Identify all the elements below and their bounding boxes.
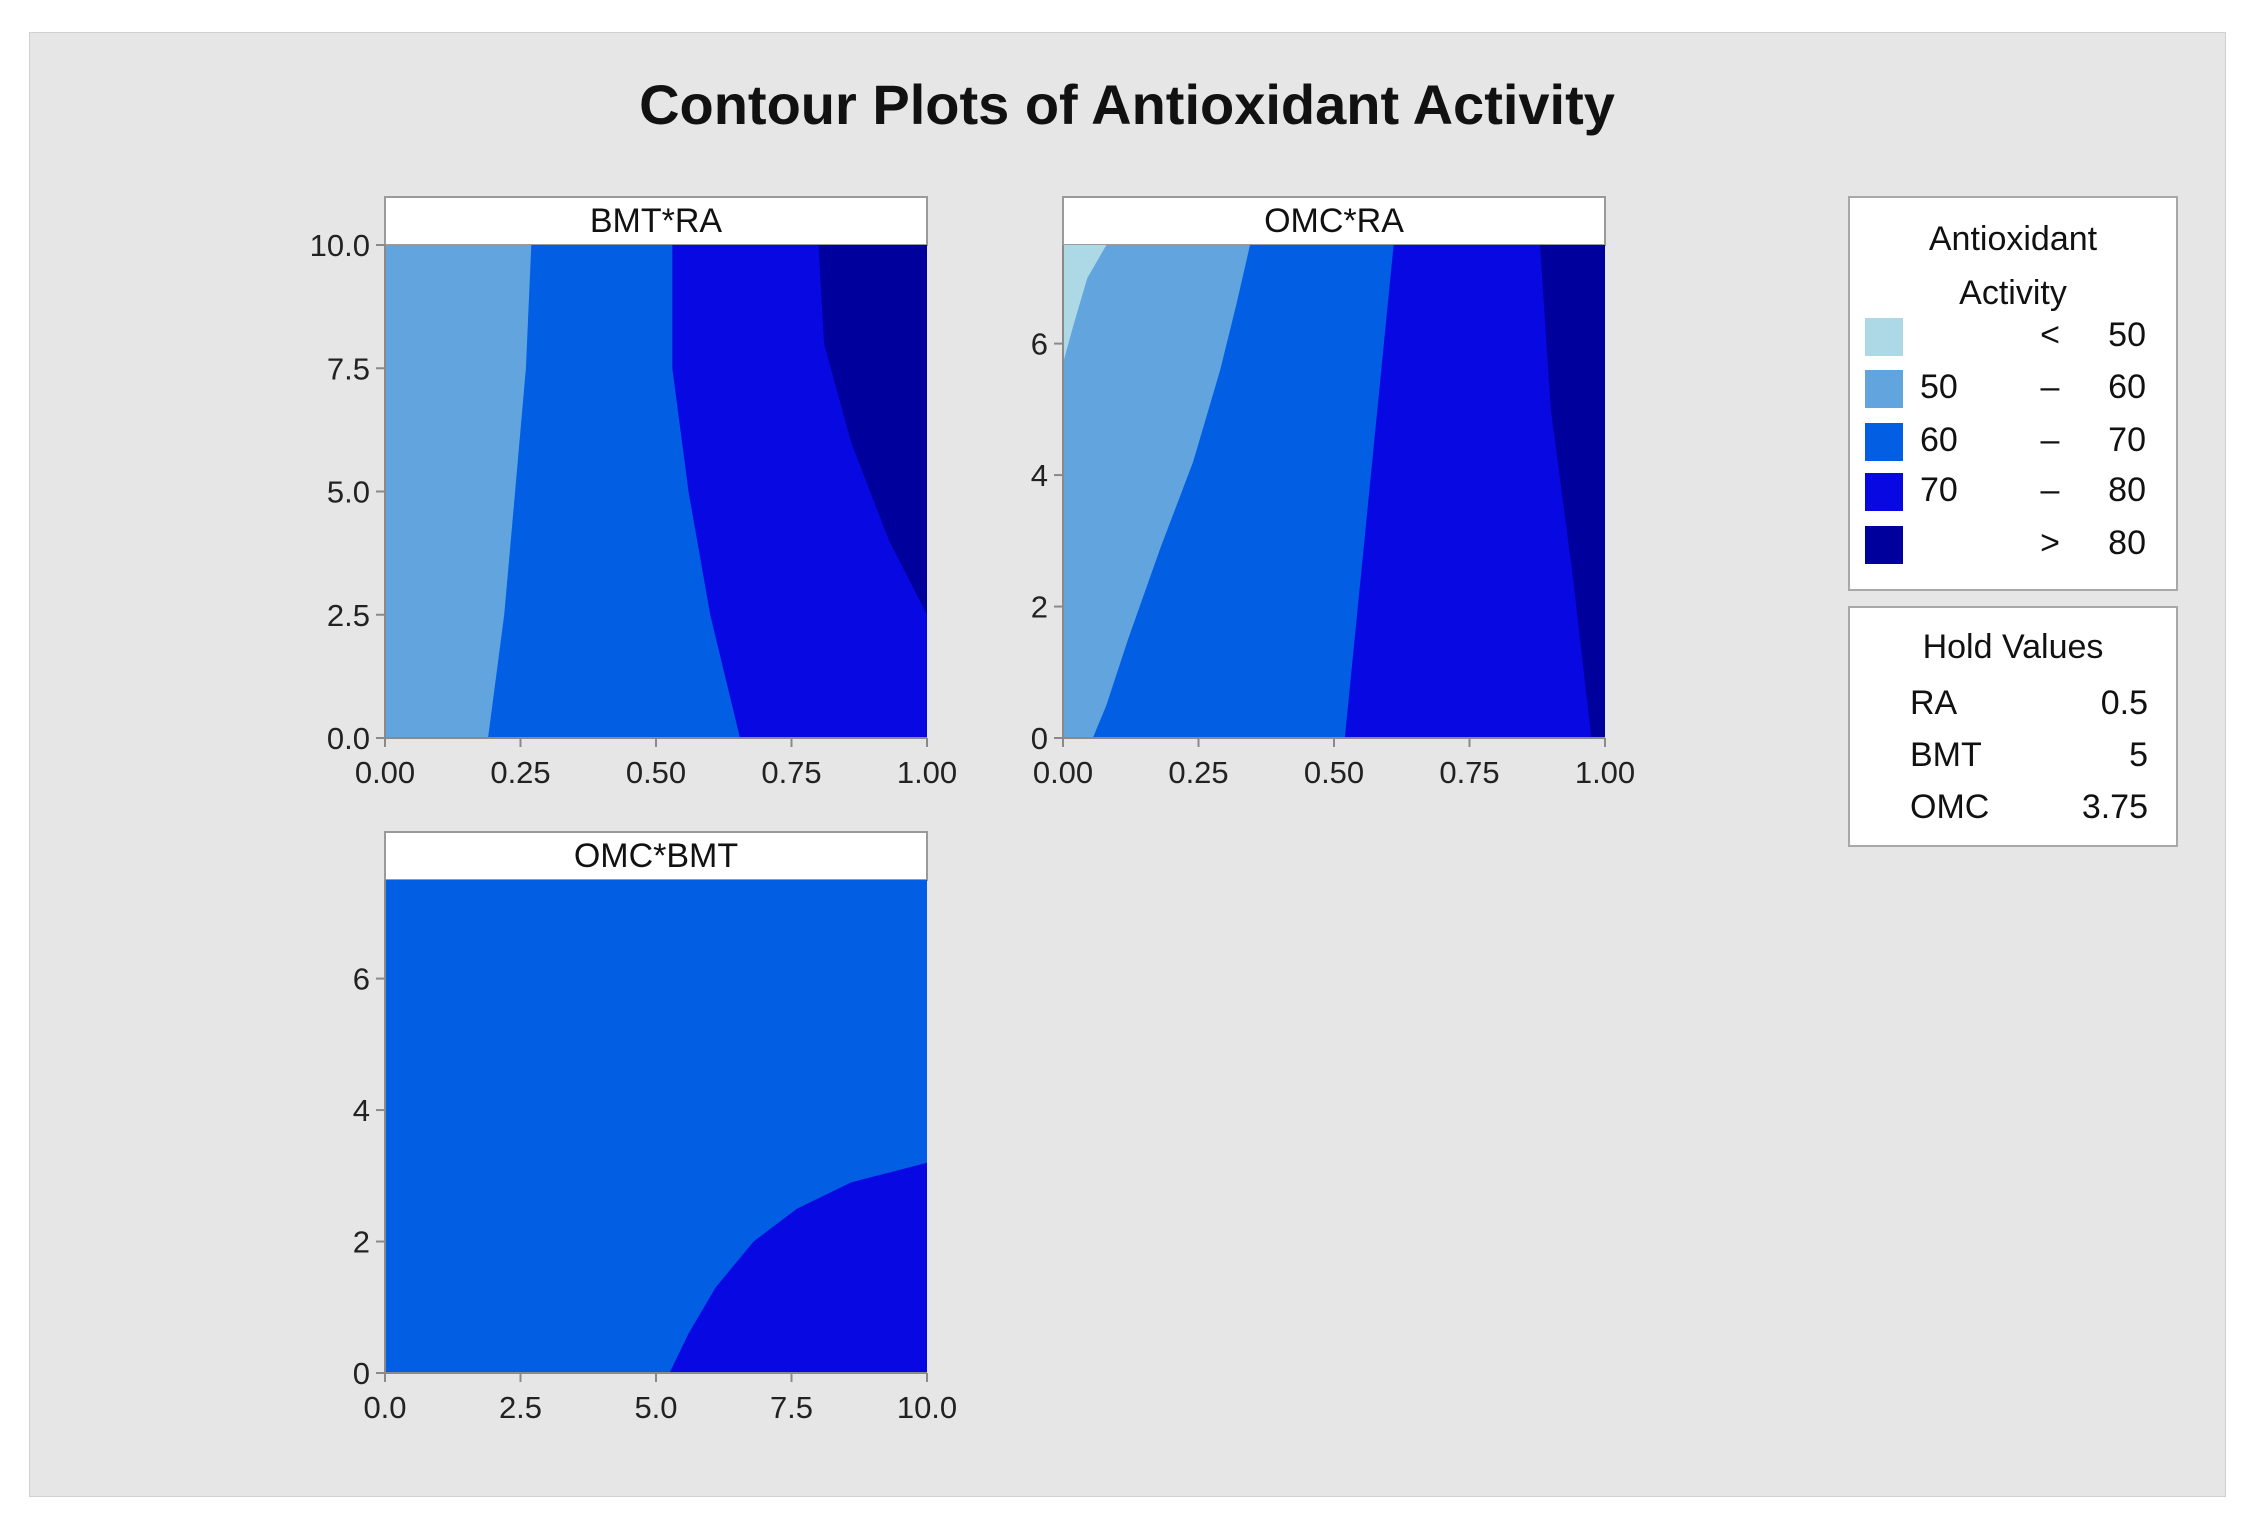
legend-operator: – — [2040, 421, 2060, 459]
legend-entry: 70 – 80 — [1850, 471, 2176, 515]
x-tick-label: 0.00 — [1033, 755, 1093, 790]
x-tick-label: 0.25 — [1168, 755, 1228, 790]
plot-area — [385, 880, 927, 1373]
y-tick-label: 0.0 — [327, 721, 370, 756]
x-tick-label: 2.5 — [499, 1390, 542, 1425]
panel-label: OMC*BMT — [574, 837, 738, 875]
legend-entry: >80 — [1850, 524, 2176, 568]
y-tick-label: 2.5 — [327, 598, 370, 633]
x-tick-label: 5.0 — [634, 1390, 677, 1425]
chart-title: Contour Plots of Antioxidant Activity — [639, 73, 1615, 136]
contour-panel: OMC*BMT 0.0 2.5 5.0 7.5 10.0 0 2 4 6 — [353, 831, 957, 1425]
contour-region — [818, 245, 927, 615]
hold-values-box: Hold Values RA 0.5 BMT 5 OMC 3.75 — [1848, 606, 2178, 847]
legend-high: 70 — [2108, 421, 2146, 459]
panel-label: BMT*RA — [590, 202, 723, 240]
hold-name-ra: RA — [1910, 684, 1958, 722]
contour-region — [1344, 245, 1605, 738]
y-tick-label: 4 — [353, 1093, 370, 1128]
legend-low: 60 — [1920, 421, 1958, 459]
legend-operator: – — [2040, 368, 2060, 406]
legend-swatch — [1865, 370, 1903, 408]
y-tick-label: 6 — [353, 962, 370, 997]
y-tick-label: 2 — [353, 1225, 370, 1260]
x-tick-label: 1.00 — [1575, 755, 1635, 790]
y-tick-label: 7.5 — [327, 351, 370, 386]
hold-values-title: Hold Values — [1922, 628, 2104, 666]
legend-operator: < — [2040, 316, 2060, 354]
x-tick-label: 0.75 — [761, 755, 821, 790]
legend-low: 50 — [1920, 368, 1958, 406]
contour-region — [1063, 245, 1107, 364]
contour-panel: BMT*RA 0.00 0.25 0.50 0.75 1.00 0.0 2.5 5.0 7.5 10… — [310, 196, 957, 790]
legend-swatch — [1865, 318, 1903, 356]
plot-area — [1063, 245, 1605, 738]
hold-value-bmt: 5 — [2129, 736, 2148, 774]
x-tick-label: 1.00 — [897, 755, 957, 790]
legend-entry: 50 – 60 — [1850, 368, 2176, 412]
y-tick-label: 2 — [1031, 590, 1048, 625]
y-tick-label: 6 — [1031, 327, 1048, 362]
y-tick-label: 0 — [1031, 721, 1048, 756]
legend-operator: > — [2040, 524, 2060, 562]
legend-swatch — [1865, 423, 1903, 461]
panel-label: OMC*RA — [1264, 202, 1404, 240]
y-tick-label: 5.0 — [327, 475, 370, 510]
y-tick-label: 0 — [353, 1356, 370, 1391]
legend-entry: <50 — [1850, 316, 2176, 360]
legend-entry: 60 – 70 — [1850, 421, 2176, 465]
x-tick-label: 0.0 — [363, 1390, 406, 1425]
x-tick-label: 0.00 — [355, 755, 415, 790]
panel-header — [1062, 196, 1606, 246]
panel-header — [384, 831, 928, 881]
legend-operator: – — [2040, 471, 2060, 509]
legend-high: 60 — [2108, 368, 2146, 406]
hold-name-omc: OMC — [1910, 788, 1990, 826]
hold-name-bmt: BMT — [1910, 736, 1982, 774]
x-tick-label: 0.50 — [626, 755, 686, 790]
hold-value-omc: 3.75 — [2081, 788, 2148, 826]
contour-region — [669, 1162, 927, 1373]
legend-title-line1: Antioxidant — [1928, 220, 2098, 258]
legend-swatch — [1865, 473, 1903, 511]
panel-header — [384, 196, 928, 246]
legend-high: 50 — [2108, 316, 2146, 354]
contour-panel: OMC*RA 0.00 0.25 0.50 0.75 1.00 0 2 4 6 — [1031, 196, 1635, 790]
x-tick-label: 0.75 — [1439, 755, 1499, 790]
x-tick-label: 0.50 — [1304, 755, 1364, 790]
legend-swatch — [1865, 526, 1903, 564]
legend-high: 80 — [2108, 471, 2146, 509]
y-tick-label: 4 — [1031, 458, 1048, 493]
x-tick-label: 7.5 — [770, 1390, 813, 1425]
x-tick-label: 10.0 — [897, 1390, 957, 1425]
x-tick-label: 0.25 — [490, 755, 550, 790]
legend-low: 70 — [1920, 471, 1958, 509]
legend: Antioxidant Activity <50 50–60 60–70 70–80 >… — [1848, 196, 2178, 591]
plot-area — [385, 245, 927, 738]
contour-region — [1540, 245, 1605, 738]
y-tick-label: 10.0 — [310, 228, 370, 263]
legend-title-line2: Activity — [1959, 274, 2067, 312]
hold-value-ra: 0.5 — [2100, 684, 2148, 722]
legend-high: 80 — [2108, 524, 2146, 562]
